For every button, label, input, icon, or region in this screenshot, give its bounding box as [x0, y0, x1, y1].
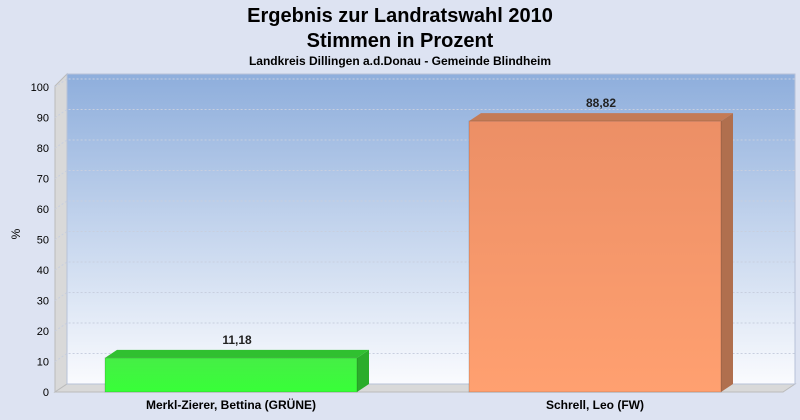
y-tick-label: 100 [31, 82, 49, 94]
grid-line [54, 139, 795, 149]
data-label: 11,18 [222, 333, 252, 347]
grid-line [54, 109, 795, 118]
y-tick-label: 40 [37, 265, 49, 277]
grid-line [54, 322, 795, 332]
y-tick-label: 90 [37, 113, 49, 125]
grid-lines [54, 78, 795, 362]
y-axis-label: % [9, 228, 23, 239]
y-tick-label: 60 [37, 204, 49, 216]
y-tick-label: 20 [37, 326, 49, 338]
bar-side [721, 113, 733, 392]
data-label: 88,82 [586, 96, 616, 110]
bar-side [357, 349, 369, 392]
grid-line [54, 292, 795, 301]
chart-subtitle: Landkreis Dillingen a.d.Donau - Gemeinde… [249, 54, 551, 68]
grid-line [54, 231, 795, 240]
bar-front [104, 357, 358, 393]
y-tick-label: 80 [37, 143, 49, 155]
x-axis-labels: Merkl-Zierer, Bettina (GRÜNE) Schrell, Le… [146, 397, 644, 412]
grid-line [54, 353, 795, 362]
x-tick-label: Schrell, Leo (FW) [546, 398, 644, 412]
bar [104, 349, 369, 393]
chart-title: Ergebnis zur Landratswahl 2010 [247, 5, 553, 27]
bar-top [469, 113, 733, 122]
y-tick-label: 10 [37, 357, 49, 369]
y-tick-label: 70 [37, 174, 49, 186]
grid-line [54, 170, 795, 179]
bar-top [105, 349, 369, 358]
bar [468, 113, 733, 393]
x-tick-label: Merkl-Zierer, Bettina (GRÜNE) [146, 397, 316, 412]
bars: 11,18 88,82 [104, 96, 733, 393]
chart-title-line2: Stimmen in Prozent [307, 30, 494, 52]
y-tick-label: 0 [43, 387, 49, 399]
y-tick-label: 50 [37, 235, 49, 247]
grid-line [54, 78, 795, 88]
grid-line [54, 261, 795, 271]
bar-front [468, 120, 722, 393]
y-tick-label: 30 [37, 296, 49, 308]
grid-line [54, 200, 795, 210]
y-axis-ticks: 0 10 20 30 40 50 60 70 80 90 100 [31, 82, 49, 399]
